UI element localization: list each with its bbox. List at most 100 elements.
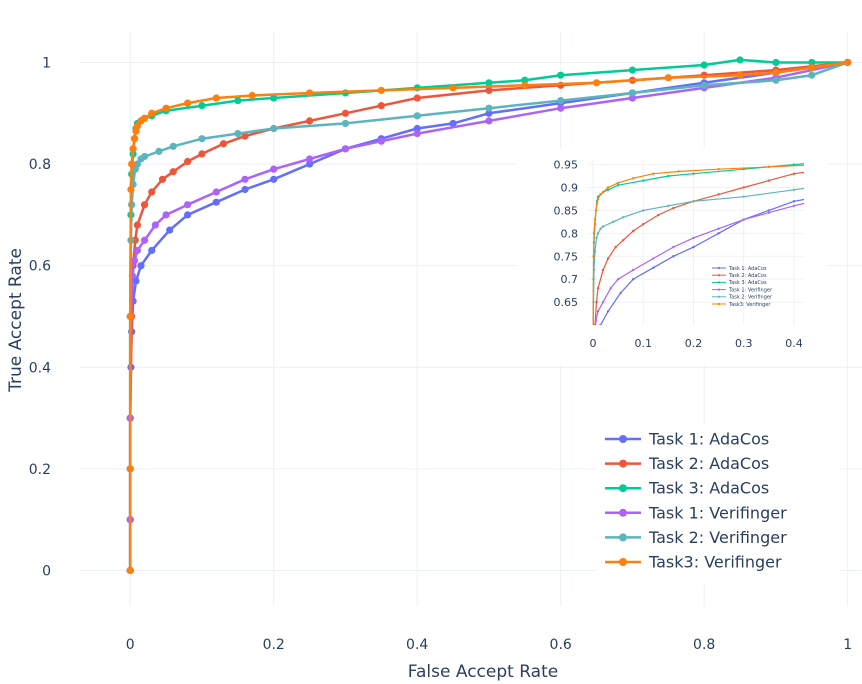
- inset-legend-marker: [717, 288, 721, 291]
- inset-legend-item: Task3: Verifinger: [712, 302, 771, 308]
- inset-data-point: [599, 323, 602, 325]
- data-point: [736, 56, 744, 64]
- data-point: [341, 145, 350, 153]
- data-point: [772, 69, 780, 77]
- inset-legend-label: Task 2: Verifinger: [728, 295, 773, 301]
- data-point: [413, 129, 421, 138]
- inset-data-point: [592, 232, 596, 235]
- data-point: [341, 109, 350, 117]
- inset-data-point: [843, 186, 845, 188]
- x-axis-title: False Accept Rate: [408, 662, 558, 682]
- data-point: [130, 135, 139, 143]
- data-point: [413, 112, 421, 120]
- inset-data-point: [632, 177, 635, 180]
- inset-data-point: [717, 227, 720, 230]
- inset-data-point: [593, 383, 595, 385]
- data-point: [270, 175, 278, 183]
- data-point: [126, 566, 134, 575]
- inset-data-point: [642, 179, 645, 182]
- inset-legend-item: Task 2: Verifinger: [712, 295, 773, 301]
- data-point: [219, 140, 228, 148]
- inset-legend-marker: [717, 274, 721, 277]
- inset-data-point: [792, 204, 796, 208]
- inset-y-tick-label: 0.65: [554, 296, 579, 309]
- inset-y-tick-label: 0.95: [554, 159, 579, 172]
- data-point: [485, 104, 493, 112]
- inset-data-point: [742, 195, 745, 198]
- inset-data-point: [601, 225, 605, 228]
- legend-swatch-marker: [619, 459, 627, 468]
- data-point: [234, 96, 242, 105]
- data-point: [162, 104, 170, 112]
- inset-legend-marker: [717, 266, 721, 270]
- inset-data-point: [652, 257, 655, 260]
- inset-series-task3-verifinger: [592, 164, 804, 325]
- inset-data-point: [596, 287, 600, 290]
- y-tick-label: 0.6: [29, 259, 51, 275]
- data-point: [557, 71, 565, 79]
- data-point: [130, 256, 139, 265]
- data-point: [628, 94, 637, 102]
- data-point: [485, 109, 493, 117]
- x-tick-label: 0.2: [263, 637, 285, 653]
- inset-data-point: [592, 415, 594, 417]
- legend-item: Task 1: Verifinger: [605, 503, 787, 522]
- inset-legend-item: Task 3: AdaCos: [712, 280, 767, 286]
- series-task3-verifinger: [126, 58, 852, 575]
- inset-data-point: [592, 553, 594, 555]
- inset-data-point: [692, 245, 695, 249]
- inset-data-point: [592, 599, 594, 601]
- inset-data-point: [692, 236, 695, 240]
- data-point: [664, 74, 672, 82]
- inset-x-axis-ticks: 0 0.1 0.2 0.3 0.4: [590, 337, 803, 350]
- inset-data-point: [592, 461, 594, 463]
- data-point: [166, 226, 174, 234]
- legend-background: [596, 425, 840, 585]
- data-point: [485, 86, 493, 95]
- data-point: [305, 117, 314, 125]
- inset-data-point: [621, 239, 625, 242]
- data-point: [198, 150, 206, 158]
- inset-data-point: [592, 507, 594, 509]
- data-point: [305, 155, 314, 163]
- data-point: [162, 211, 170, 219]
- inset-data-point: [642, 222, 645, 226]
- x-tick-label: 1: [843, 637, 852, 653]
- inset-data-point: [595, 202, 599, 205]
- data-point: [413, 94, 421, 102]
- inset-data-point: [592, 370, 594, 372]
- data-point: [140, 236, 149, 244]
- inset-data-point: [767, 209, 771, 212]
- inset-data-point: [642, 209, 645, 212]
- data-point: [270, 94, 278, 102]
- main-series-layer: [126, 56, 852, 575]
- inset-data-point: [601, 190, 605, 194]
- inset-data-point: [592, 599, 594, 601]
- legend-item: Task 2: AdaCos: [605, 454, 769, 473]
- inset-data-point: [594, 209, 598, 212]
- data-point: [126, 465, 134, 473]
- legend-label: Task 1: AdaCos: [648, 430, 769, 449]
- inset-data-point: [595, 300, 598, 304]
- data-point: [808, 63, 816, 72]
- data-point: [184, 201, 192, 209]
- inset-data-point: [592, 553, 594, 555]
- data-point: [808, 58, 816, 67]
- inset-data-point: [592, 370, 594, 372]
- inset-data-point: [599, 193, 602, 196]
- inset-legend-item: Task 2: AdaCos: [712, 273, 767, 279]
- data-point: [557, 104, 565, 112]
- inset-data-point: [592, 507, 594, 509]
- x-tick-label: 0: [126, 637, 135, 653]
- legend-swatch-marker: [619, 558, 627, 566]
- data-point: [158, 175, 167, 183]
- data-point: [198, 135, 206, 143]
- inset-data-point: [596, 310, 600, 313]
- inset-data-point: [692, 200, 695, 203]
- inset-data-point: [672, 206, 675, 210]
- inset-data-point: [594, 319, 598, 322]
- data-point: [234, 129, 242, 138]
- inset-y-tick-label: 0.75: [554, 250, 579, 263]
- inset-grid: [588, 160, 804, 325]
- inset-data-point: [792, 200, 796, 203]
